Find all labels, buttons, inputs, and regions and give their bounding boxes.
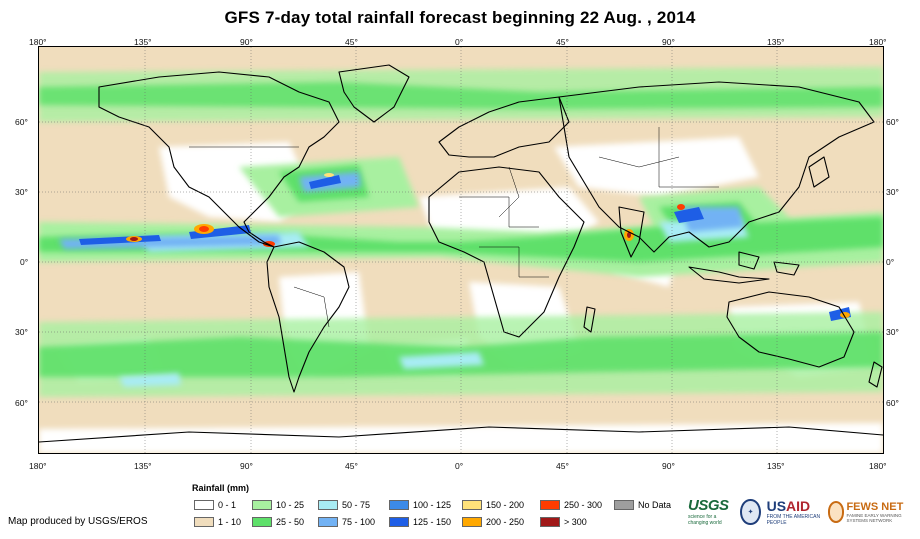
heavy-rain-areas: [79, 175, 851, 321]
lon-label-top: 180°: [869, 37, 887, 47]
australia-outline: [726, 291, 855, 368]
lon-label-bottom: 0°: [455, 461, 464, 471]
lat-label-left: 60°: [15, 117, 28, 127]
legend-swatch: [614, 500, 634, 510]
legend-item: 10 - 25: [252, 500, 304, 510]
lon-label-bottom: 90°: [240, 461, 253, 471]
legend-swatch: [462, 517, 482, 527]
usaid-logo: USAID FROM THE AMERICAN PEOPLE: [767, 498, 822, 526]
new-zealand-outline: [868, 361, 883, 388]
lon-label-top: 45°: [345, 37, 358, 47]
legend-item: 75 - 100: [318, 517, 375, 527]
rainfall-map[interactable]: [38, 46, 884, 454]
lon-label-top: 0°: [455, 37, 464, 47]
legend-item: 150 - 200: [462, 500, 524, 510]
usgs-logo-tagline: science for a changing world: [688, 514, 722, 526]
antarctica-outline: [39, 426, 883, 443]
north-america-outline: [98, 71, 340, 248]
asia-outline: [558, 81, 875, 253]
extreme-rain-hotspots: [126, 173, 850, 318]
lon-label-bottom: 45°: [556, 461, 569, 471]
lat-label-right: 60°: [886, 398, 899, 408]
lon-label-top: 180°: [29, 37, 47, 47]
legend-item: 1 - 10: [194, 517, 241, 527]
lon-label-top: 45°: [556, 37, 569, 47]
fews-net-logo-text: FEWS NET: [846, 500, 904, 513]
lon-label-top: 90°: [662, 37, 675, 47]
lat-label-left: 0°: [20, 257, 29, 267]
legend-item: 100 - 125: [389, 500, 451, 510]
usaid-logo-tagline: FROM THE AMERICAN PEOPLE: [766, 513, 821, 526]
legend-item: > 300: [540, 517, 587, 527]
lat-label-right: 60°: [886, 117, 899, 127]
legend-swatch: [194, 500, 214, 510]
india-outline: [618, 206, 645, 258]
fews-net-logo: FEWS NET FAMINE EARLY WARNING SYSTEMS NE…: [827, 500, 920, 523]
legend-item: 200 - 250: [462, 517, 524, 527]
map-credit: Map produced by USGS/EROS: [8, 516, 148, 527]
lat-label-right: 0°: [886, 257, 895, 267]
legend-swatch: [252, 517, 272, 527]
south-america-outline: [266, 241, 350, 393]
greenland-outline: [338, 64, 410, 123]
legend-item: 25 - 50: [252, 517, 304, 527]
legend-swatch: [462, 500, 482, 510]
lon-label-top: 90°: [240, 37, 253, 47]
africa-outline: [428, 166, 585, 338]
legend-swatch: [389, 500, 409, 510]
usaid-seal-icon: ✦: [740, 498, 761, 525]
lon-label-bottom: 135°: [134, 461, 152, 471]
legend-item: No Data: [614, 500, 671, 510]
legend-item: 125 - 150: [389, 517, 451, 527]
japan-outline: [808, 156, 830, 188]
lon-label-bottom: 45°: [345, 461, 358, 471]
lon-label-bottom: 135°: [767, 461, 785, 471]
legend-swatch: [540, 500, 560, 510]
coastlines: [39, 64, 883, 443]
country-borders: [189, 127, 719, 328]
legend-title: Rainfall (mm): [192, 483, 250, 493]
legend-swatch: [318, 517, 338, 527]
legend-swatch: [540, 517, 560, 527]
map-title: GFS 7-day total rainfall forecast beginn…: [224, 8, 696, 27]
indonesia-outline: [688, 266, 770, 284]
europe-outline: [438, 96, 570, 158]
fews-net-seal-icon: [827, 500, 845, 523]
lon-label-bottom: 180°: [869, 461, 887, 471]
lat-label-right: 30°: [886, 327, 899, 337]
legend-item: 0 - 1: [194, 500, 236, 510]
legend-item: 50 - 75: [318, 500, 370, 510]
lat-label-left: 30°: [15, 327, 28, 337]
usgs-logo-text: USGS: [688, 497, 729, 514]
usaid-logo-text: USAID: [766, 497, 811, 514]
legend-swatch: [389, 517, 409, 527]
usgs-logo: USGS science for a changing world: [688, 497, 734, 526]
agency-logos: USGS science for a changing world ✦ USAI…: [688, 497, 920, 526]
legend-item: 250 - 300: [540, 500, 602, 510]
lat-label-left: 60°: [15, 398, 28, 408]
lon-label-bottom: 90°: [662, 461, 675, 471]
legend-swatch: [318, 500, 338, 510]
lon-label-top: 135°: [767, 37, 785, 47]
lat-label-right: 30°: [886, 187, 899, 197]
lat-label-left: 30°: [15, 187, 28, 197]
fews-net-logo-tagline: FAMINE EARLY WARNING SYSTEMS NETWORK: [846, 512, 902, 523]
legend-swatch: [194, 517, 214, 527]
lon-label-bottom: 180°: [29, 461, 47, 471]
lon-label-top: 135°: [134, 37, 152, 47]
legend-swatch: [252, 500, 272, 510]
